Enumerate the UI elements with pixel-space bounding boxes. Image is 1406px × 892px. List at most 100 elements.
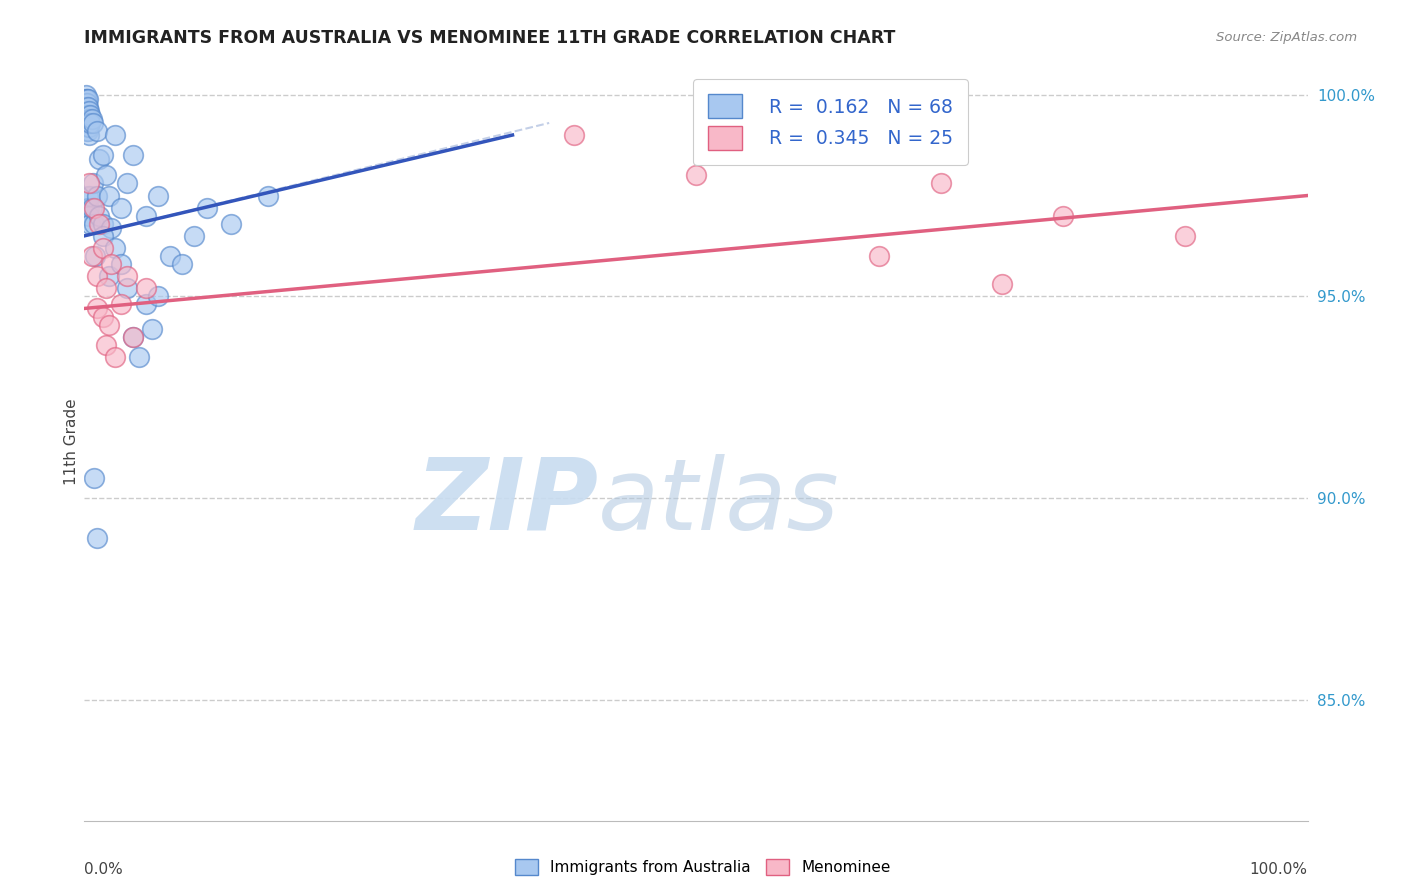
Point — [83, 217, 105, 231]
Point — [91, 148, 114, 162]
Point — [110, 257, 132, 271]
Point — [79, 116, 101, 130]
Point — [1052, 209, 1074, 223]
Point — [76, 95, 98, 110]
Point — [122, 148, 145, 162]
Point — [77, 201, 100, 215]
Point — [91, 241, 114, 255]
Point — [96, 169, 118, 183]
Point — [135, 297, 157, 311]
Point — [128, 350, 150, 364]
Point — [76, 120, 98, 134]
Point — [100, 220, 122, 235]
Point — [79, 217, 101, 231]
Point — [115, 269, 138, 284]
Point — [77, 100, 100, 114]
Point — [76, 92, 98, 106]
Point — [96, 281, 118, 295]
Point — [75, 95, 97, 110]
Point — [91, 310, 114, 324]
Point — [86, 124, 108, 138]
Point — [991, 277, 1014, 292]
Point — [195, 201, 218, 215]
Point — [87, 209, 110, 223]
Point — [77, 116, 100, 130]
Point — [110, 201, 132, 215]
Point — [77, 177, 100, 191]
Point — [97, 269, 120, 284]
Point — [183, 228, 205, 243]
Point — [76, 124, 98, 138]
Point — [77, 112, 100, 126]
Point — [87, 153, 110, 167]
Point — [135, 281, 157, 295]
Point — [77, 201, 100, 215]
Point — [172, 257, 194, 271]
Point — [83, 471, 105, 485]
Point — [91, 228, 114, 243]
Point — [104, 350, 127, 364]
Point — [91, 217, 114, 231]
Point — [97, 188, 120, 202]
Point — [75, 87, 97, 102]
Text: IMMIGRANTS FROM AUSTRALIA VS MENOMINEE 11TH GRADE CORRELATION CHART: IMMIGRANTS FROM AUSTRALIA VS MENOMINEE 1… — [84, 29, 896, 47]
Point — [77, 209, 100, 223]
Text: ZIP: ZIP — [415, 454, 598, 550]
Point — [104, 128, 127, 142]
Point — [84, 249, 107, 263]
Text: 0.0%: 0.0% — [84, 863, 124, 878]
Point — [807, 136, 830, 150]
Point — [159, 249, 181, 263]
Point — [77, 92, 100, 106]
Y-axis label: 11th Grade: 11th Grade — [63, 398, 79, 485]
Point — [75, 92, 97, 106]
Point — [75, 108, 97, 122]
Point — [685, 169, 707, 183]
Point — [75, 116, 97, 130]
Point — [97, 318, 120, 332]
Point — [122, 329, 145, 343]
Point — [75, 103, 97, 118]
Point — [77, 124, 100, 138]
Point — [75, 112, 97, 126]
Point — [83, 201, 105, 215]
Point — [115, 281, 138, 295]
Point — [77, 103, 100, 118]
Point — [100, 257, 122, 271]
Point — [80, 112, 103, 126]
Point — [82, 116, 104, 130]
Point — [86, 269, 108, 284]
Point — [146, 289, 169, 303]
Point — [77, 188, 100, 202]
Point — [82, 177, 104, 191]
Point — [80, 201, 103, 215]
Text: Source: ZipAtlas.com: Source: ZipAtlas.com — [1216, 31, 1357, 45]
Point — [80, 249, 103, 263]
Point — [104, 241, 127, 255]
Point — [135, 209, 157, 223]
Legend: Immigrants from Australia, Menominee: Immigrants from Australia, Menominee — [509, 854, 897, 881]
Text: 100.0%: 100.0% — [1250, 863, 1308, 878]
Point — [76, 112, 98, 126]
Point — [1174, 228, 1197, 243]
Point — [929, 177, 952, 191]
Point — [562, 128, 585, 142]
Point — [86, 301, 108, 316]
Point — [77, 108, 100, 122]
Point — [257, 188, 280, 202]
Point — [86, 532, 108, 546]
Point — [86, 188, 108, 202]
Point — [77, 128, 100, 142]
Point — [79, 108, 101, 122]
Legend:   R =  0.162   N = 68,   R =  0.345   N = 25: R = 0.162 N = 68, R = 0.345 N = 25 — [693, 79, 967, 165]
Point — [75, 100, 97, 114]
Point — [869, 249, 891, 263]
Point — [76, 103, 98, 118]
Point — [219, 217, 242, 231]
Point — [76, 100, 98, 114]
Point — [122, 329, 145, 343]
Point — [110, 297, 132, 311]
Point — [96, 337, 118, 351]
Text: atlas: atlas — [598, 454, 839, 550]
Point — [146, 188, 169, 202]
